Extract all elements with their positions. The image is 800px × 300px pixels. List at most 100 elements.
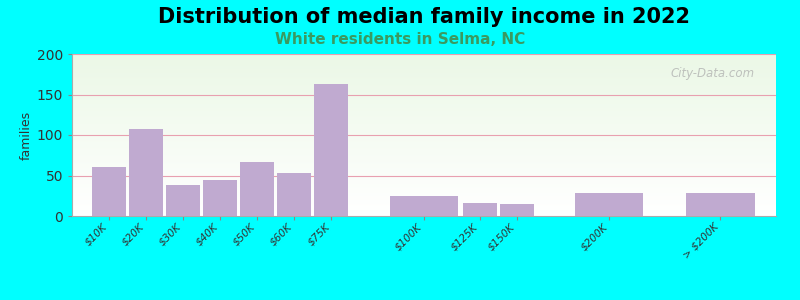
Bar [72,90,776,91]
Bar [72,195,776,196]
Bar [72,182,776,183]
Bar [72,168,776,169]
Bar [72,143,776,144]
Bar [72,211,776,212]
Bar [72,95,776,96]
Bar [72,172,776,173]
Bar [72,83,776,84]
Bar [314,84,349,216]
Bar [462,203,497,216]
Bar [499,204,534,216]
Bar [72,123,776,124]
Bar [72,171,776,172]
Bar [72,176,776,177]
Bar [72,58,776,59]
Bar [72,110,776,111]
Bar [72,105,776,106]
Bar [72,134,776,135]
Bar [72,108,776,109]
Bar [72,57,776,58]
Bar [72,62,776,63]
Bar [72,131,776,132]
Bar [72,198,776,199]
Text: White residents in Selma, NC: White residents in Selma, NC [275,32,525,46]
Bar [72,167,776,168]
Bar [72,201,776,202]
Bar [72,78,776,79]
Bar [72,142,776,143]
Bar [72,77,776,78]
Bar [72,124,776,125]
Bar [72,76,776,77]
Bar [203,179,238,216]
Bar [72,61,776,62]
Bar [72,98,776,99]
Bar [72,181,776,182]
Bar [72,54,776,55]
Bar [72,169,776,170]
Bar [72,164,776,165]
Bar [72,139,776,140]
Bar [72,183,776,184]
Bar [72,177,776,178]
Bar [72,70,776,71]
Bar [72,56,776,57]
Bar [72,127,776,128]
Bar [72,87,776,88]
Bar [72,109,776,110]
Bar [72,144,776,145]
Bar [72,79,776,80]
Bar [72,66,776,67]
Bar [72,209,776,210]
Bar [72,84,776,85]
Bar [72,81,776,82]
Bar [72,74,776,75]
Bar [72,185,776,186]
Bar [72,117,776,118]
Bar [72,64,776,65]
Bar [72,102,776,103]
Bar [72,122,776,123]
Bar [72,116,776,117]
Bar [240,162,274,216]
Bar [72,71,776,72]
Bar [72,103,776,104]
Bar [129,129,163,216]
Bar [72,162,776,163]
Bar [72,147,776,148]
Bar [72,100,776,101]
Bar [72,175,776,176]
Bar [72,68,776,69]
Bar [72,146,776,147]
Bar [72,92,776,93]
Y-axis label: families: families [19,110,33,160]
Bar [72,153,776,154]
Bar [72,115,776,116]
Bar [686,193,754,216]
Bar [72,214,776,215]
Bar [72,60,776,61]
Bar [72,207,776,208]
Bar [72,141,776,142]
Bar [72,200,776,201]
Bar [72,159,776,160]
Bar [72,156,776,157]
Bar [72,96,776,97]
Bar [72,213,776,214]
Bar [72,154,776,155]
Bar [72,135,776,136]
Bar [72,107,776,108]
Bar [72,82,776,83]
Bar [72,212,776,213]
Bar [72,215,776,216]
Bar [72,69,776,70]
Bar [72,130,776,131]
Bar [72,121,776,122]
Bar [72,63,776,64]
Bar [72,204,776,205]
Bar [72,161,776,162]
Bar [72,106,776,107]
Bar [72,94,776,95]
Bar [72,104,776,105]
Bar [72,190,776,191]
